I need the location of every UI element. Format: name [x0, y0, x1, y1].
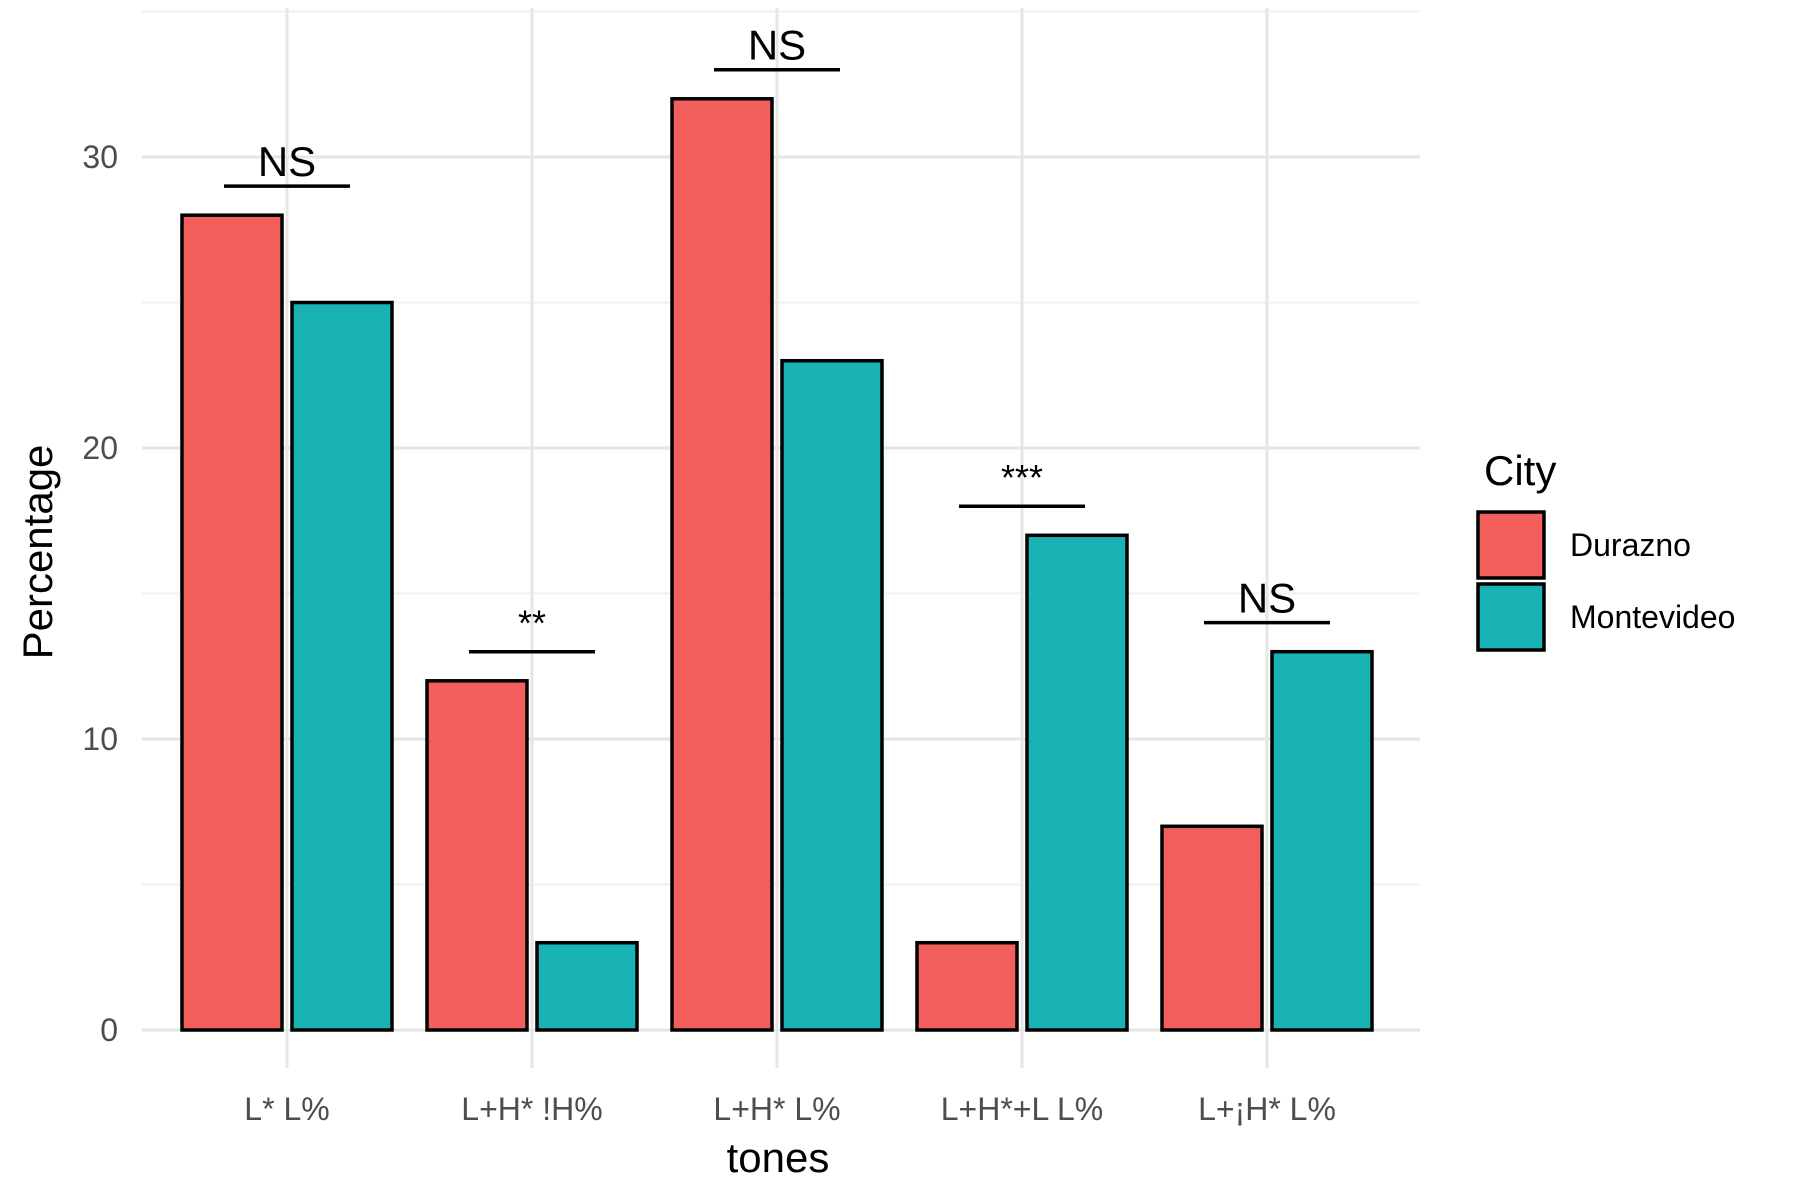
x-tick-label: L+¡H* L%	[1198, 1091, 1336, 1127]
legend-items: Durazno Montevideo	[1476, 510, 1735, 652]
bar	[1270, 649, 1374, 1032]
x-tick-label: L+H* !H%	[461, 1091, 602, 1127]
x-axis-title: tones	[727, 1134, 830, 1181]
bar	[780, 358, 884, 1032]
y-tick-label: 30	[82, 139, 118, 175]
significance-label: **	[518, 603, 546, 644]
bars	[180, 97, 1374, 1032]
legend: City Durazno Montevideo	[1476, 447, 1735, 652]
y-axis-ticks: 0 10 20 30	[82, 139, 118, 1048]
significance-label: NS	[748, 22, 806, 69]
significance-label: NS	[1238, 575, 1296, 622]
bar	[670, 97, 774, 1032]
legend-key	[1476, 582, 1546, 652]
x-tick-label: L+H*+L L%	[941, 1091, 1103, 1127]
y-tick-label: 20	[82, 430, 118, 466]
x-tick-label: L+H* L%	[713, 1091, 840, 1127]
bar	[915, 940, 1019, 1032]
bar	[180, 213, 284, 1032]
legend-label: Montevideo	[1570, 599, 1735, 635]
y-tick-label: 10	[82, 721, 118, 757]
bar	[1025, 533, 1129, 1032]
legend-label: Durazno	[1570, 527, 1691, 563]
bar	[1160, 824, 1264, 1032]
bar	[535, 940, 639, 1032]
x-axis-ticks: L* L% L+H* !H% L+H* L% L+H*+L L% L+¡H* L%	[244, 1091, 1336, 1127]
legend-key	[1476, 510, 1546, 580]
bar	[290, 300, 394, 1032]
bar	[425, 679, 529, 1032]
significance-label: NS	[258, 138, 316, 185]
legend-title: City	[1484, 447, 1556, 494]
significance-annotations: NS ** NS *** NS	[224, 22, 1330, 654]
y-axis-title: Percentage	[14, 445, 61, 660]
x-tick-label: L* L%	[244, 1091, 329, 1127]
y-tick-label: 0	[100, 1012, 118, 1048]
significance-label: ***	[1001, 457, 1043, 498]
